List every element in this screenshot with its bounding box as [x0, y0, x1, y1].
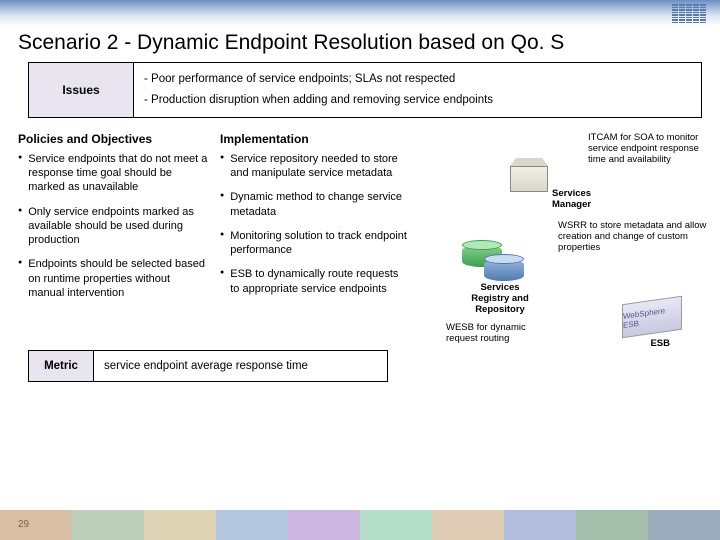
policies-item: Endpoints should be selected based on ru… [18, 257, 208, 300]
implementation-item: Service repository needed to store and m… [220, 152, 410, 181]
issues-content: - Poor performance of service endpoints;… [134, 63, 701, 116]
implementation-column: Implementation Service repository needed… [220, 132, 410, 342]
metric-box: Metric service endpoint average response… [28, 350, 388, 382]
slide-title: Scenario 2 - Dynamic Endpoint Resolution… [0, 26, 720, 56]
cylinder-blue-icon [484, 254, 524, 282]
implementation-item: Dynamic method to change service metadat… [220, 190, 410, 219]
issues-box: Issues - Poor performance of service end… [28, 62, 702, 117]
esb-label: ESB [650, 338, 670, 349]
itcam-label: ITCAM for SOA to monitor service endpoin… [588, 132, 708, 166]
wesb-label: WESB for dynamic request routing [446, 322, 556, 345]
policies-header: Policies and Objectives [18, 132, 208, 146]
issues-label: Issues [29, 63, 134, 116]
services-manager-label: Services Manager [552, 188, 610, 211]
implementation-item: ESB to dynamically route requests to app… [220, 267, 410, 296]
policies-column: Policies and Objectives Service endpoint… [18, 132, 208, 342]
issues-line-1: - Poor performance of service endpoints;… [144, 69, 691, 90]
issues-line-2: - Production disruption when adding and … [144, 90, 691, 111]
registry-label: Services Registry and Repository [464, 282, 536, 316]
implementation-header: Implementation [220, 132, 410, 146]
policies-item: Service endpoints that do not meet a res… [18, 152, 208, 195]
metric-label: Metric [29, 351, 94, 381]
top-banner [0, 0, 720, 26]
esb-box-icon: WebSphere ESB [622, 295, 682, 337]
diagram-area: ITCAM for SOA to monitor service endpoin… [422, 132, 710, 342]
implementation-list: Service repository needed to store and m… [220, 152, 410, 296]
wsrr-label: WSRR to store metadata and allow creatio… [558, 220, 708, 254]
metric-content: service endpoint average response time [94, 351, 387, 381]
ibm-logo-icon [672, 4, 706, 23]
main-columns: Policies and Objectives Service endpoint… [0, 118, 720, 342]
policies-list: Service endpoints that do not meet a res… [18, 152, 208, 301]
policies-item: Only service endpoints marked as availab… [18, 205, 208, 248]
server-icon [510, 166, 552, 202]
bottom-decorative-strip [0, 510, 720, 540]
implementation-item: Monitoring solution to track endpoint pe… [220, 229, 410, 258]
